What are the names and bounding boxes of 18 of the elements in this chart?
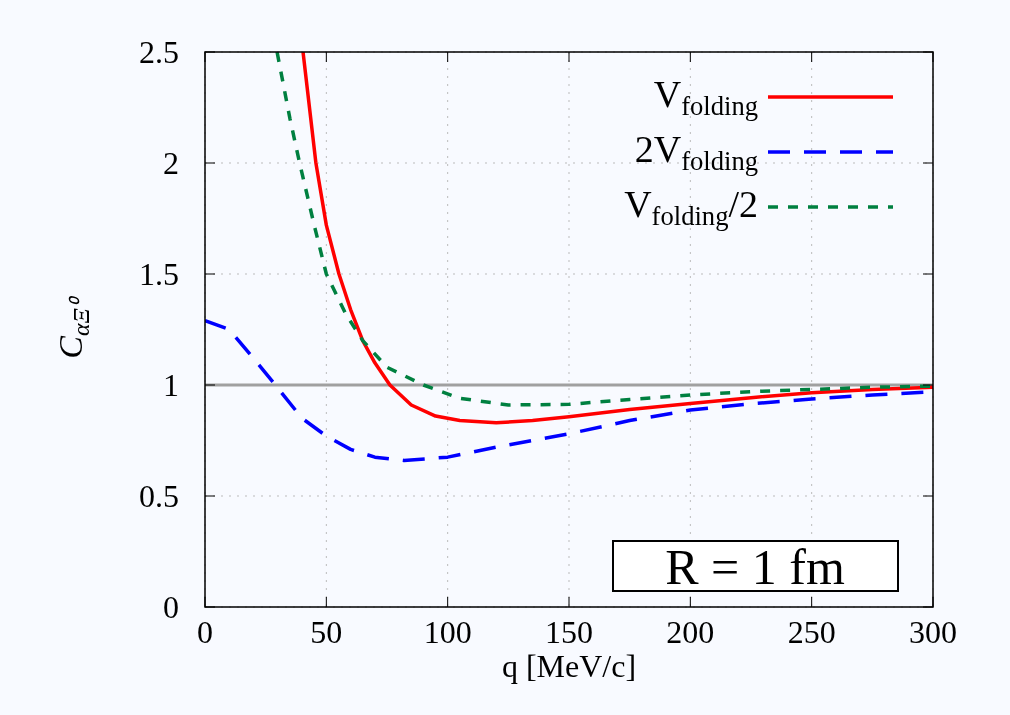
x-tick-label: 200: [666, 614, 715, 650]
y-tick-label: 1: [163, 367, 179, 403]
x-tick-label: 300: [909, 614, 957, 650]
x-tick-label: 0: [197, 614, 213, 650]
x-tick-label: 250: [787, 614, 836, 650]
legend-label: V$_{folding}$: [653, 73, 758, 122]
annotation: R = 1 fm: [665, 539, 845, 595]
y-tick-label: 2: [163, 145, 179, 181]
legend-label: V$_{folding}$/2: [624, 183, 758, 232]
y-tick-label: 0.5: [139, 478, 179, 514]
x-axis-title: q [MeV/c]: [501, 648, 637, 684]
y-tick-label: 0: [163, 589, 179, 625]
x-tick-label: 100: [423, 614, 472, 650]
x-tick-label: 150: [545, 614, 593, 650]
y-tick-label: 1.5: [139, 256, 179, 292]
x-tick-label: 50: [310, 614, 343, 650]
y-tick-label: 2.5: [139, 34, 179, 70]
legend-label: 2V$_{folding}$: [634, 128, 758, 177]
